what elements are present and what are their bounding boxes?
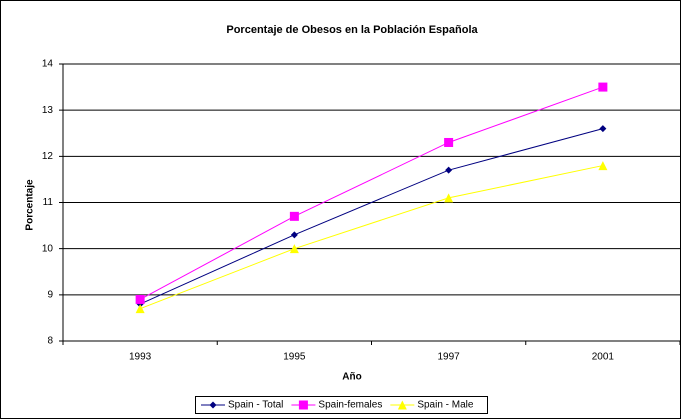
y-tick-label: 13: [42, 105, 54, 116]
legend-box: [195, 396, 488, 414]
marker: [290, 231, 298, 239]
x-tick-label: 2001: [592, 352, 615, 363]
marker: [598, 161, 608, 171]
legend-label: Spain-females: [318, 400, 382, 411]
series-line: [139, 86, 604, 300]
y-tick-label: 10: [42, 243, 54, 254]
marker: [445, 166, 453, 174]
x-axis-title: Año: [342, 372, 361, 383]
legend-marker: [298, 400, 308, 410]
x-tick-label: 1997: [438, 352, 461, 363]
y-tick-label: 9: [47, 289, 53, 300]
series-line: [139, 128, 604, 305]
legend-label: Spain - Total: [228, 400, 283, 411]
marker: [289, 211, 299, 221]
marker: [444, 193, 454, 203]
y-tick-label: 8: [47, 336, 53, 347]
series-line: [139, 165, 603, 310]
y-axis-title: Porcentaje: [25, 179, 36, 231]
x-tick-label: 1993: [129, 352, 152, 363]
x-tick-label: 1995: [283, 352, 306, 363]
y-tick-label: 11: [43, 197, 54, 208]
chart-title: Porcentaje de Obesos en la Población Esp…: [226, 24, 478, 36]
legend-marker: [397, 400, 407, 410]
marker: [135, 294, 145, 304]
legend-marker: [209, 401, 217, 409]
marker: [289, 244, 299, 254]
y-tick-label: 14: [42, 59, 54, 70]
y-tick-label: 12: [42, 151, 54, 162]
marker: [135, 304, 145, 314]
marker: [599, 125, 607, 133]
legend: Spain - Total Spain-females Spain - Male: [195, 396, 488, 414]
legend-label: Spain - Male: [417, 400, 474, 411]
marker: [444, 137, 454, 147]
marker: [598, 82, 608, 92]
